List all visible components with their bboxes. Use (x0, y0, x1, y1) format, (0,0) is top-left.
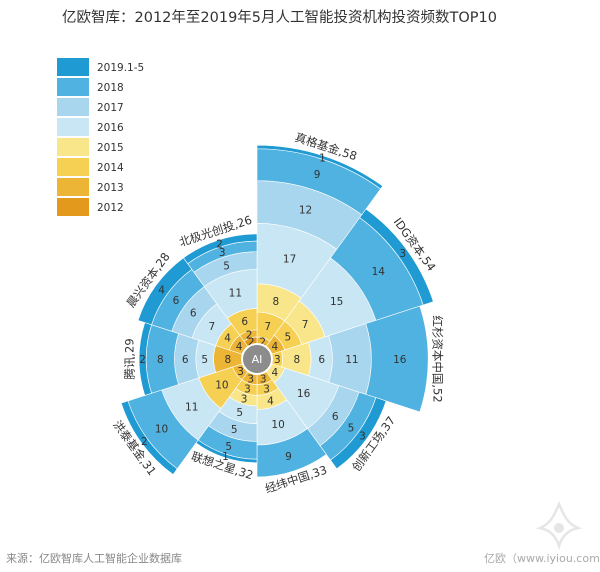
sector-4-2018 (256, 428, 327, 478)
watermark-logo (535, 500, 583, 551)
value-label-6-2018: 10 (155, 423, 168, 435)
legend-label-0: 2019.1-5 (97, 62, 144, 74)
value-label-4-2015: 4 (267, 395, 274, 407)
legend-swatch-5 (57, 158, 89, 176)
value-label-5-2019.1-5: 1 (222, 451, 229, 463)
sector-1-2019.1-5 (359, 208, 434, 306)
value-label-8-2016: 7 (208, 321, 215, 333)
legend-swatch-7 (57, 198, 89, 216)
center-circle (241, 343, 273, 375)
center-hub: AI (241, 343, 273, 375)
value-label-0-2016: 17 (283, 254, 296, 266)
value-label-9-2018: 3 (219, 247, 226, 259)
legend-label-1: 2018 (97, 82, 124, 94)
value-label-7-2018: 8 (157, 354, 164, 366)
value-label-4-2018: 9 (285, 451, 292, 463)
value-label-0-2018: 9 (314, 169, 321, 181)
value-label-3-2018: 5 (348, 422, 355, 434)
value-label-7-2013: 8 (224, 354, 231, 366)
value-label-1-2018: 14 (372, 266, 386, 278)
value-label-2-2016: 6 (318, 354, 325, 366)
value-label-1-2015: 7 (302, 319, 309, 331)
legend-swatch-1 (57, 78, 89, 96)
legend-swatch-0 (57, 58, 89, 76)
value-label-1-2013: 4 (272, 341, 279, 353)
value-label-9-2017: 5 (223, 260, 230, 272)
value-label-7-2019.1-5: 2 (139, 354, 146, 366)
value-label-2-2015: 8 (294, 354, 301, 366)
value-label-9-2014: 6 (241, 316, 248, 328)
value-label-4-2016: 10 (271, 419, 284, 431)
value-label-4-2013: 3 (260, 373, 267, 385)
value-label-6-2013: 3 (237, 366, 244, 378)
value-label-0-2014: 7 (264, 321, 271, 333)
value-label-5-2014: 3 (244, 383, 251, 395)
value-label-2-2014: 3 (274, 354, 281, 366)
value-label-5-2018: 5 (225, 441, 232, 453)
value-label-2-2017: 11 (345, 354, 358, 366)
value-label-1-2019.1-5: 3 (399, 248, 406, 260)
rose-sectors (120, 144, 434, 478)
legend-label-3: 2016 (97, 122, 124, 134)
value-label-5-2016: 5 (236, 407, 243, 419)
value-label-9-2013: 2 (246, 330, 253, 342)
legend-swatch-6 (57, 178, 89, 196)
value-label-7-2017: 6 (182, 354, 189, 366)
value-label-7-2016: 5 (201, 354, 208, 366)
chart-title: 亿欧智库：2012年至2019年5月人工智能投资机构投资频数TOP10 (62, 10, 497, 26)
value-label-0-2013: 2 (259, 336, 266, 348)
sector-6-2019.1-5 (120, 400, 178, 475)
sector-2-2018 (365, 305, 429, 413)
value-label-5-2015: 3 (241, 394, 248, 406)
sector-0-2019.1-5 (256, 144, 384, 190)
value-label-8-2013: 4 (236, 341, 243, 353)
value-label-1-2014: 5 (284, 332, 291, 344)
value-label-2-2018: 16 (393, 354, 407, 366)
value-label-3-2016: 16 (297, 388, 311, 400)
value-label-9-2016: 11 (229, 287, 242, 299)
value-label-3-2019.1-5: 3 (359, 431, 366, 443)
value-label-3-2015: 4 (272, 367, 279, 379)
value-label-6-2014: 10 (215, 380, 228, 392)
legend-label-5: 2014 (97, 162, 124, 174)
sector-3-2019.1-5 (330, 397, 387, 470)
legend-label-7: 2012 (97, 202, 124, 214)
value-label-6-2019.1-5: 2 (141, 436, 148, 448)
value-label-8-2018: 6 (173, 295, 180, 307)
center-label: AI (252, 353, 263, 366)
value-label-8-2014: 4 (224, 333, 231, 345)
value-label-8-2017: 6 (190, 308, 197, 320)
legend-label-2: 2017 (97, 102, 124, 114)
sector-9-2019.1-5 (183, 233, 258, 264)
value-label-4-2014: 3 (263, 383, 270, 395)
value-label-0-2019.1-5: 1 (319, 152, 326, 164)
legend-label-4: 2015 (97, 142, 124, 154)
legend-swatch-3 (57, 118, 89, 136)
value-label-9-2019.1-5: 2 (216, 238, 223, 250)
value-label-0-2017: 12 (299, 205, 312, 217)
legend-swatch-2 (57, 98, 89, 116)
value-label-6-2016: 11 (185, 401, 198, 413)
institution-label-7: 腾讯,29 (123, 338, 137, 379)
value-label-5-2013: 3 (247, 373, 254, 385)
value-label-8-2019.1-5: 4 (158, 285, 165, 297)
value-label-1-2016: 15 (330, 296, 343, 308)
footer-brand: 亿欧（www.iyiou.com） (484, 552, 600, 565)
value-label-5-2017: 5 (231, 424, 238, 436)
legend-label-6: 2013 (97, 182, 124, 194)
value-label-3-2017: 6 (332, 411, 339, 423)
chart-legend: 2019.1-5 2018 2017 2016 2015 2014 2013 2012 (57, 58, 144, 216)
value-label-9-2012: 2 (248, 336, 255, 348)
value-label-0-2015: 8 (273, 296, 280, 308)
legend-swatch-4 (57, 138, 89, 156)
footer-source: 来源：亿欧智库人工智能企业数据库 (6, 552, 182, 565)
institution-label-2: 红杉资本中国,52 (431, 315, 445, 402)
